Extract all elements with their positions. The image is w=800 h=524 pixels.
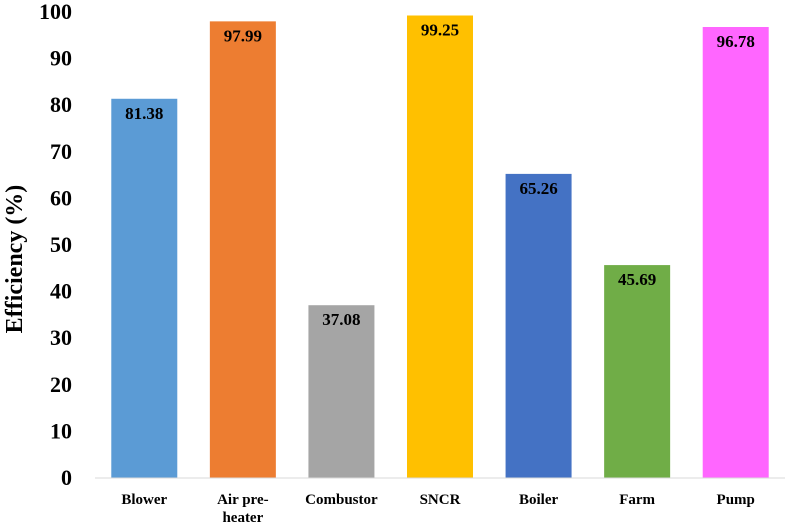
bars [111,15,769,479]
y-tick-label-50: 50 [50,232,72,257]
y-tick-label-100: 100 [39,0,72,24]
bar-1 [209,21,276,478]
y-tick-label-80: 80 [50,92,72,117]
y-axis-title: Efficiency (%) [2,185,28,334]
bar-value-label-3: 99.25 [421,20,459,39]
bar-value-label-6: 96.78 [717,32,755,51]
y-tick-label-0: 0 [61,465,72,490]
bar-value-label-2: 37.08 [322,310,360,329]
x-category-label-2: Combustor [305,492,378,508]
bar-3 [407,15,473,479]
x-category-label-0: Blower [121,492,167,508]
y-tick-label-40: 40 [50,279,72,304]
y-tick-label-60: 60 [50,185,72,210]
x-category-label-3: SNCR [420,492,461,508]
bar-value-labels: 81.38 97.99 37.08 99.25 65.26 45.69 96.78 [125,20,755,329]
x-category-label-4: Boiler [519,492,558,508]
bar-value-label-1: 97.99 [224,26,262,45]
y-tick-label-10: 10 [50,418,72,443]
bar-6 [702,27,769,479]
bar-value-label-4: 65.26 [519,179,557,198]
y-tick-label-70: 70 [50,139,72,164]
bar-value-label-0: 81.38 [125,104,163,123]
x-axis-labels: Blower Air pre-heater Combustor SNCR Boiler F… [121,492,755,524]
y-tick-label-90: 90 [50,46,72,71]
y-tick-label-20: 20 [50,372,72,397]
x-category-label-1: Air pre-heater [217,492,269,524]
bar-0 [111,98,178,479]
bar-5 [604,265,671,478]
bar-4 [505,173,572,478]
y-axis-ticks: 0 10 20 30 40 50 60 70 80 90 100 [39,0,72,490]
y-tick-label-30: 30 [50,325,72,350]
bar-2 [308,305,375,478]
bar-value-label-5: 45.69 [618,270,656,289]
x-category-label-6: Pump [717,492,755,508]
x-category-label-5: Farm [619,492,655,508]
